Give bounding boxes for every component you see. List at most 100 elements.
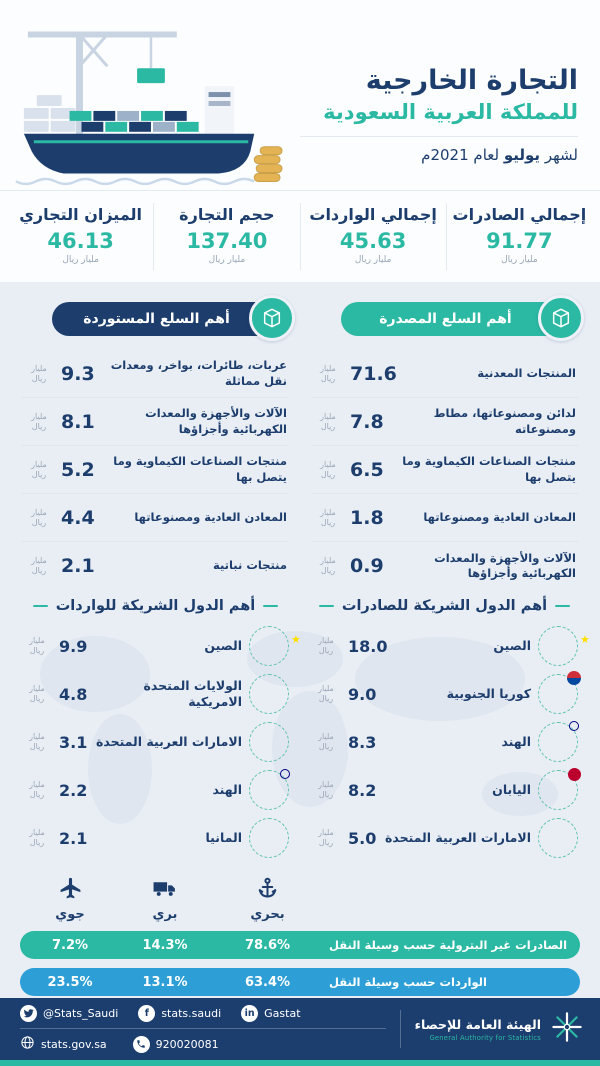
country-name: كوريا الجنوبية — [446, 686, 531, 702]
partner-row: اليابان 8.2 مليار ريال — [311, 766, 578, 814]
imports-transport-bar: 23.5% 13.1% 63.4% الواردات حسب وسيلة الن… — [20, 968, 580, 996]
goods-unit: مليار ريال — [320, 459, 336, 479]
country-name: الهند — [501, 734, 531, 750]
goods-unit: مليار ريال — [31, 363, 47, 383]
goods-unit: مليار ريال — [31, 459, 47, 479]
stat-value: 46.13 — [47, 229, 114, 253]
export-partners-header: أهم الدول الشريكة للصادرات — [311, 590, 578, 622]
twitter-handle: @Stats_Saudi — [43, 1007, 119, 1020]
period-subtitle: لشهر يوليو لعام 2021م — [300, 136, 578, 164]
country-unit: مليار ريال — [318, 828, 334, 847]
footer: @Stats_Saudi f stats.saudi in Gastat sta… — [0, 998, 600, 1060]
goods-value: 5.2 — [61, 458, 95, 481]
header: التجارة الخارجية للمملكة العربية السعودي… — [0, 0, 600, 190]
stat-unit: مليار ريال — [62, 255, 99, 265]
exported-goods-title: أهم السلع المصدرة — [379, 311, 512, 327]
imported-goods-column: أهم السلع المستوردة عربات، طائرات، بواخر… — [22, 295, 295, 584]
stat-unit: مليار ريال — [354, 255, 392, 265]
stat-total-exports: إجمالي الصادرات 91.77 مليار ريال — [445, 203, 592, 270]
country-name: الولايات المتحدة الامريكية — [143, 678, 243, 709]
imported-goods-row: عربات، طائرات، بواخر، ومعدات نقل مماثلة … — [22, 350, 289, 398]
stat-total-imports: إجمالي الواردات 45.63 مليار ريال — [299, 203, 446, 270]
partner-row: الولايات المتحدة الامريكية 4.8 مليار ريا… — [22, 670, 289, 718]
title-block: التجارة الخارجية للمملكة العربية السعودي… — [300, 65, 578, 190]
stat-value: 45.63 — [339, 229, 407, 253]
org-name-arabic: الهيئة العامة للإحصاء — [414, 1016, 541, 1032]
facebook-link[interactable]: f stats.saudi — [138, 1005, 221, 1022]
partner-row: الصين 9.9 مليار ريال — [22, 622, 289, 670]
usa-flag-icon — [249, 674, 289, 714]
bottom-accent-strip — [0, 1060, 600, 1066]
country-value: 9.9 — [59, 636, 88, 656]
imported-goods-row: منتجات الصناعات الكيماوية وما يتصل بها 5… — [22, 446, 289, 494]
goods-unit: مليار ريال — [320, 507, 336, 527]
import-partners-header: أهم الدول الشريكة للواردات — [22, 590, 289, 622]
facebook-handle: stats.saudi — [161, 1007, 222, 1020]
stat-label: الميزان التجاري — [19, 205, 143, 224]
country-name: الامارات العربية المتحدة — [384, 830, 531, 846]
goods-unit: مليار ريال — [320, 556, 336, 575]
country-value: 2.2 — [59, 780, 88, 800]
period-month: يوليو — [503, 146, 541, 164]
header-dash — [263, 604, 279, 608]
partner-row: الهند 8.3 مليار ريال — [311, 718, 578, 766]
goods-value: 71.6 — [350, 362, 397, 385]
country-value: 4.8 — [59, 684, 88, 704]
partner-row: الامارات العربية المتحدة 5.0 مليار ريال — [311, 814, 578, 862]
import-partners-title: أهم الدول الشريكة للواردات — [55, 598, 256, 614]
goods-label: منتجات الصناعات الكيماوية وما يتصل بها — [402, 454, 576, 484]
exported-goods-row: المعادن العادية ومصنوعاتها 1.8 مليار ريا… — [311, 494, 578, 542]
mode-land: بري — [120, 874, 210, 922]
imported-goods-row: المعادن العادية ومصنوعاتها 4.4 مليار ريا… — [22, 494, 289, 542]
goods-value: 7.8 — [350, 410, 384, 433]
country-unit: مليار ريال — [318, 732, 334, 751]
phone-link[interactable]: 920020081 — [132, 1035, 219, 1053]
goods-label: الآلات والأجهزة والمعدات الكهربائية وأجز… — [434, 550, 576, 580]
air-export-percent: 7.2% — [51, 937, 89, 953]
uae-flag-icon — [249, 722, 289, 762]
uae-flag-icon — [538, 818, 578, 858]
goods-value: 0.9 — [350, 555, 384, 577]
country-value: 9.0 — [348, 684, 377, 704]
anchor-icon — [255, 877, 280, 905]
exported-goods-header: أهم السلع المصدرة — [341, 295, 584, 341]
website-link[interactable]: stats.gov.sa — [20, 1035, 107, 1053]
country-name: الهند — [212, 782, 242, 798]
transport-section: جوي بري بحري 7.2% 14.3% 78.6% الصادرات غ… — [0, 870, 600, 998]
header-dash — [555, 604, 571, 608]
country-name: الصين — [204, 638, 242, 654]
exported-goods-row: الآلات والأجهزة والمعدات الكهربائية وأجز… — [311, 542, 578, 590]
country-unit: مليار ريال — [29, 732, 45, 751]
linkedin-link[interactable]: in Gastat — [241, 1005, 301, 1022]
mode-label: بحري — [250, 907, 285, 922]
partner-row: كوريا الجنوبية 9.0 مليار ريال — [311, 670, 578, 718]
spacer — [325, 874, 580, 922]
goods-value: 4.4 — [61, 506, 95, 529]
export-partners-title: أهم الدول الشريكة للصادرات — [341, 598, 548, 614]
export-partners-column: أهم الدول الشريكة للصادرات الصين 18.0 مل… — [311, 590, 578, 862]
country-unit: مليار ريال — [29, 828, 45, 847]
china-flag-icon — [538, 626, 578, 666]
imported-goods-row: الآلات والأجهزة والمعدات الكهربائية وأجز… — [22, 398, 289, 446]
period-prefix: لشهر — [544, 146, 578, 164]
twitter-link[interactable]: @Stats_Saudi — [20, 1005, 118, 1022]
summary-stats: إجمالي الصادرات 91.77 مليار ريال إجمالي … — [0, 190, 600, 282]
exported-goods-row: منتجات الصناعات الكيماوية وما يتصل بها 6… — [311, 446, 578, 494]
country-name: المانيا — [205, 830, 242, 846]
goods-label: منتجات الصناعات الكيماوية وما يتصل بها — [113, 454, 287, 484]
goods-unit: مليار ريال — [31, 411, 47, 431]
imported-goods-header: أهم السلع المستوردة — [52, 295, 295, 341]
goods-value: 2.1 — [61, 555, 95, 577]
goods-value: 6.5 — [350, 458, 384, 481]
exported-goods-row: لدائن ومصنوعاتها، مطاط ومصنوعاته 7.8 ملي… — [311, 398, 578, 446]
footer-contacts: @Stats_Saudi f stats.saudi in Gastat sta… — [20, 1005, 386, 1053]
org-name-english: General Authority for Statistics — [429, 1033, 541, 1042]
exported-goods-column: أهم السلع المصدرة المنتجات المعدنية 71.6… — [311, 295, 584, 584]
mode-label: بري — [152, 907, 178, 922]
website-url: stats.gov.sa — [41, 1037, 107, 1051]
goods-label: منتجات نباتية — [213, 558, 287, 573]
partner-row: الهند 2.2 مليار ريال — [22, 766, 289, 814]
partner-row: الصين 18.0 مليار ريال — [311, 622, 578, 670]
stat-label: إجمالي الصادرات — [452, 205, 587, 224]
